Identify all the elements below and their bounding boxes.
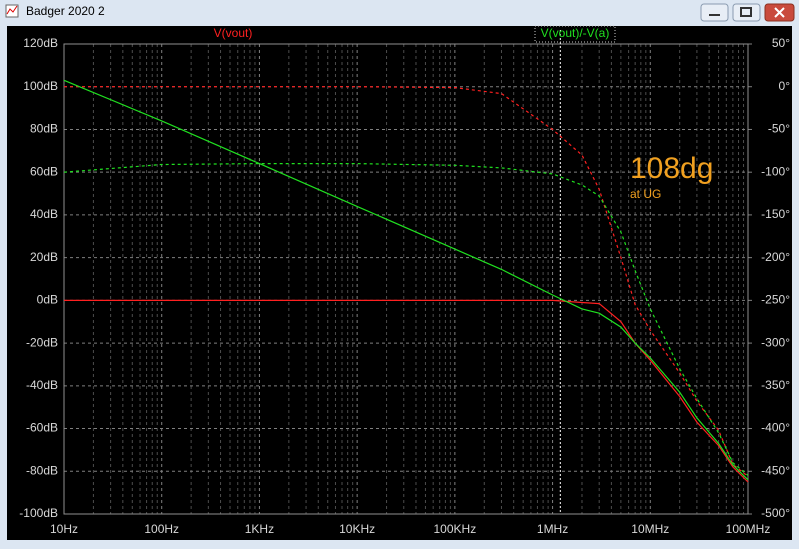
- y-tick-label: 40dB: [30, 207, 58, 221]
- legend-focus: [534, 25, 616, 43]
- y-tick-label: -20dB: [26, 335, 58, 349]
- y2-tick-label: -450°: [761, 463, 790, 477]
- y2-tick-label: -300°: [761, 335, 790, 349]
- plot-border: [63, 43, 749, 515]
- legend-entry: V(vout)/-V(a): [541, 26, 610, 40]
- close-glyph: [774, 7, 785, 18]
- x-tick-label: 1MHz: [537, 522, 568, 536]
- magnitude-line: [64, 299, 749, 483]
- y-tick-label: 20dB: [30, 250, 58, 264]
- y2-tick-label: -250°: [761, 293, 790, 307]
- y2-tick-label: -500°: [761, 506, 790, 520]
- y-tick-label: -60dB: [26, 421, 58, 435]
- y2-tick-label: -350°: [761, 378, 790, 392]
- maximize-glyph: [740, 7, 752, 17]
- y2-tick-label: 50°: [772, 36, 790, 50]
- y2-tick-label: -150°: [761, 207, 790, 221]
- x-tick-label: 10MHz: [631, 522, 669, 536]
- y-tick-label: 0dB: [37, 293, 58, 307]
- annotation: at UG: [630, 187, 661, 201]
- x-tick-label: 10Hz: [50, 522, 78, 536]
- y2-tick-label: -400°: [761, 421, 790, 435]
- y2-tick-label: -50°: [768, 122, 790, 136]
- magnitude-line: [63, 79, 749, 481]
- y-tick-label: 100dB: [23, 79, 58, 93]
- y-tick-label: 60dB: [30, 164, 58, 178]
- y-tick-label: -80dB: [26, 463, 58, 477]
- y-tick-label: 80dB: [30, 122, 58, 136]
- x-tick-label: 1KHz: [245, 522, 274, 536]
- phase-line: [63, 163, 749, 476]
- y-tick-label: -100dB: [19, 506, 58, 520]
- legend-entry: V(vout): [214, 26, 253, 40]
- phase-line: [64, 86, 749, 477]
- chart: 120dB 100dB 80dB 60dB 40dB 20dB 0dB -20dB -40dB -…: [19, 25, 791, 536]
- y2-tick-label: 0°: [779, 79, 791, 93]
- x-tick-label: 10KHz: [339, 522, 375, 536]
- plot-pane: [7, 26, 792, 540]
- y2-tick-label: -200°: [761, 250, 790, 264]
- window-title: Badger 2020 2: [26, 4, 105, 18]
- y-tick-label: 120dB: [23, 36, 58, 50]
- x-tick-label: 100Hz: [144, 522, 179, 536]
- x-tick-label: 100KHz: [434, 522, 477, 536]
- x-tick-label: 100MHz: [726, 522, 771, 536]
- maximize-button[interactable]: [732, 3, 761, 22]
- annotation: 108dg: [630, 152, 713, 185]
- minimize-button[interactable]: [700, 3, 729, 22]
- app-icon-glyph: [6, 5, 18, 15]
- y-tick-label: -40dB: [26, 378, 58, 392]
- y2-tick-label: -100°: [761, 164, 790, 178]
